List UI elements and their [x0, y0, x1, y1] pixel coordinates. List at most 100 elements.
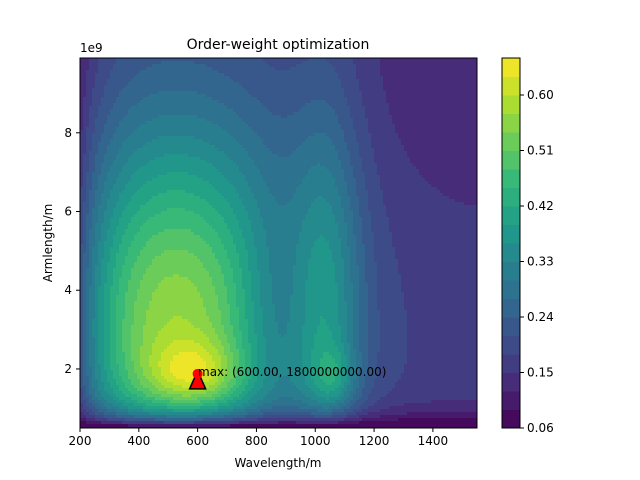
contour-cell [134, 61, 138, 65]
contour-cell [176, 103, 180, 107]
contour-cell [470, 73, 474, 77]
contour-cell [305, 91, 309, 95]
contour-cell [443, 91, 447, 95]
contour-cell [110, 70, 114, 74]
contour-cell [194, 106, 198, 110]
contour-cell [275, 58, 279, 62]
contour-cell [404, 88, 408, 92]
contour-cell [224, 76, 228, 80]
contour-cell [335, 70, 339, 74]
contour-cell [458, 85, 462, 89]
contour-cell [92, 109, 96, 113]
contour-cell [272, 97, 276, 101]
contour-cell [239, 76, 243, 80]
contour-cell [194, 82, 198, 86]
contour-cell [431, 70, 435, 74]
contour-cell [434, 82, 438, 86]
contour-cell [203, 85, 207, 89]
contour-cell [170, 106, 174, 110]
contour-cell [158, 85, 162, 89]
contour-cell [197, 91, 201, 95]
contour-cell [428, 61, 432, 65]
contour-cell [263, 97, 267, 101]
contour-cell [386, 64, 390, 68]
contour-cell [452, 79, 456, 83]
contour-cell [107, 88, 111, 92]
contour-cell [290, 88, 294, 92]
contour-cell [473, 97, 477, 101]
contour-cell [338, 85, 342, 89]
contour-cell [203, 100, 207, 104]
contour-cell [98, 61, 102, 65]
contour-cell [95, 91, 99, 95]
contour-cell [308, 85, 312, 89]
contour-cell [461, 67, 465, 71]
contour-cell [419, 58, 423, 62]
contour-cell [356, 73, 360, 77]
contour-cell [152, 88, 156, 92]
contour-cell [431, 85, 435, 89]
contour-cell [344, 97, 348, 101]
contour-cell [266, 67, 270, 71]
contour-cell [80, 85, 84, 89]
contour-cell [119, 91, 123, 95]
contour-cell [116, 88, 120, 92]
contour-cell [350, 103, 354, 107]
contour-cell [176, 88, 180, 92]
contour-cell [293, 67, 297, 71]
contour-cell [251, 58, 255, 62]
contour-cell [308, 88, 312, 92]
contour-cell [290, 64, 294, 68]
contour-cell [392, 88, 396, 92]
contour-cell [446, 82, 450, 86]
contour-cell [200, 58, 204, 62]
contour-cell [446, 97, 450, 101]
contour-cell [455, 100, 459, 104]
contour-cell [83, 73, 87, 77]
contour-cell [452, 97, 456, 101]
contour-cell [176, 61, 180, 65]
contour-cell [431, 79, 435, 83]
contour-cell [302, 61, 306, 65]
contour-cell [122, 88, 126, 92]
contour-cell [80, 76, 84, 80]
contour-cell [245, 76, 249, 80]
contour-cell [188, 97, 192, 101]
contour-cell [473, 70, 477, 74]
contour-cell [398, 79, 402, 83]
contour-cell [80, 109, 84, 113]
contour-cell [464, 100, 468, 104]
contour-cell [467, 97, 471, 101]
contour-cell [212, 97, 216, 101]
contour-cell [281, 88, 285, 92]
contour-cell [302, 76, 306, 80]
contour-cell [101, 109, 105, 113]
contour-cell [317, 94, 321, 98]
contour-cell [443, 61, 447, 65]
contour-cell [425, 64, 429, 68]
contour-cell [215, 64, 219, 68]
contour-cell [110, 58, 114, 62]
contour-cell [344, 94, 348, 98]
contour-cell [215, 82, 219, 86]
contour-cell [269, 58, 273, 62]
contour-cell [128, 88, 132, 92]
contour-cell [464, 79, 468, 83]
contour-cell [353, 76, 357, 80]
contour-cell [353, 73, 357, 77]
contour-cell [245, 70, 249, 74]
contour-cell [419, 64, 423, 68]
contour-cell [272, 103, 276, 107]
contour-cell [104, 106, 108, 110]
contour-cell [122, 82, 126, 86]
contour-cell [452, 94, 456, 98]
contour-cell [116, 67, 120, 71]
contour-cell [350, 85, 354, 89]
contour-cell [377, 106, 381, 110]
contour-cell [323, 94, 327, 98]
contour-cell [173, 67, 177, 71]
contour-cell [362, 61, 366, 65]
contour-cell [143, 85, 147, 89]
contour-cell [422, 67, 426, 71]
contour-cell [461, 106, 465, 110]
